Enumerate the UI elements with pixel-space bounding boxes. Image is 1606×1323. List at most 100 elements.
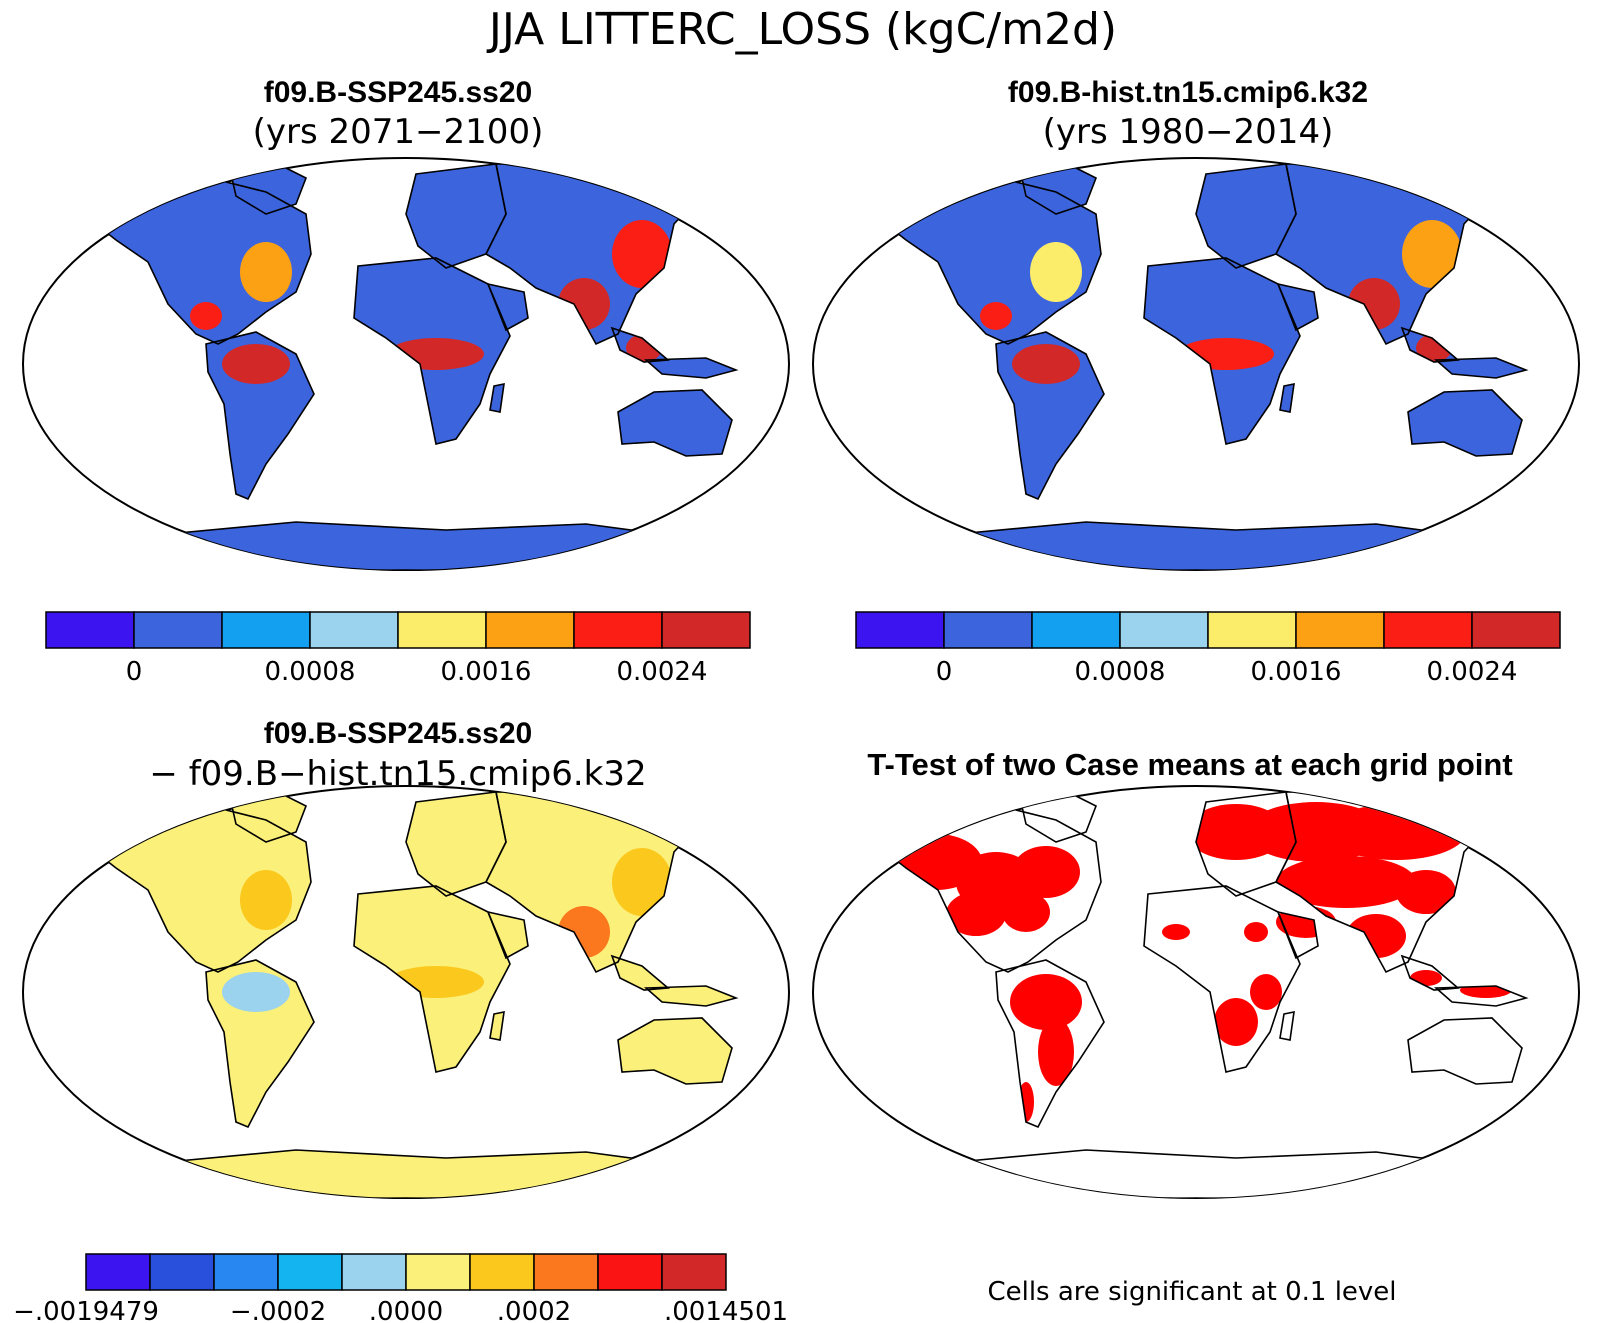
regional-values [916, 176, 1508, 564]
colorbar-swatch [1383, 611, 1473, 649]
colorbar-tick-label: −.0019479 [13, 1297, 159, 1323]
colorbar-swatch [341, 1253, 407, 1291]
colorbar-tick-label: 0 [126, 657, 143, 687]
colorbar-tick-label: .0002 [497, 1297, 571, 1323]
region-sahara [346, 904, 486, 948]
region-antarctica [126, 1164, 686, 1192]
significant-cell [1410, 970, 1442, 986]
colorbar-swatch [277, 1253, 343, 1291]
panel-tr-years: (yrs 1980−2014) [1043, 112, 1334, 152]
colorbar-swatch [1031, 611, 1121, 649]
panel-tl-years: (yrs 2071−2100) [253, 112, 544, 152]
colorbar-tick-label: 0.0024 [1427, 657, 1518, 687]
colorbar-swatch [1119, 611, 1209, 649]
region-antarctica [126, 536, 686, 564]
significant-cell [1346, 914, 1406, 958]
colorbar-swatch [1207, 611, 1297, 649]
colorbar-historical: 0 0.0008 0.0016 0.0024 [855, 611, 1561, 687]
region-central-mexico [980, 302, 1012, 330]
colorbar-swatch [661, 1253, 727, 1291]
colorbar-swatch [469, 1253, 535, 1291]
colorbar-swatch [573, 611, 663, 649]
region-eastern-north-america [1030, 242, 1082, 302]
region-south-asia [1348, 278, 1400, 330]
region-australia [634, 1030, 718, 1074]
region-east-asia [612, 220, 672, 288]
significant-cell [1012, 846, 1080, 898]
panel-bl-case: f09.B-SSP245.ss20 [264, 717, 533, 750]
region-east-asia [1402, 220, 1462, 288]
significant-cell [1244, 922, 1268, 942]
colorbar-swatch [45, 611, 135, 649]
colorbar-tick-label: 0 [936, 657, 953, 687]
region-antarctica [916, 536, 1476, 564]
map-panel-ttest [812, 785, 1580, 1199]
significant-cell [1250, 974, 1282, 1010]
colorbar-tick-label: 0.0008 [265, 657, 356, 687]
panel-br-title: T-Test of two Case means at each grid po… [867, 747, 1512, 782]
colorbar-tick-label: 0.0008 [1075, 657, 1166, 687]
colorbar-difference: −.0019479 −.0002 .0000 .0002 .0014501 [13, 1253, 788, 1323]
region-sahara [1136, 276, 1276, 320]
significant-cell [1002, 892, 1050, 932]
colorbar-swatch [85, 1253, 151, 1291]
region-amazon [1012, 344, 1080, 384]
region-eastern-north-america [240, 242, 292, 302]
colorbar-tick-label: −.0002 [230, 1297, 326, 1323]
panel-tr-case: f09.B-hist.tn15.cmip6.k32 [1008, 76, 1368, 109]
region-eastern-north-america [240, 870, 292, 930]
region-central-africa [388, 338, 484, 370]
colorbar-tick-label: .0014501 [664, 1297, 788, 1323]
region-amazon [222, 344, 290, 384]
regional-values [126, 176, 718, 564]
significant-cells [890, 802, 1512, 1122]
region-central-mexico [190, 302, 222, 330]
region-southeast-asia [626, 334, 662, 362]
region-southeast-asia [1416, 334, 1452, 362]
region-greenland [1034, 176, 1078, 200]
region-central-africa [1178, 338, 1274, 370]
colorbar-swatch [133, 611, 223, 649]
colorbar-swatch [855, 611, 945, 649]
significant-cell [946, 892, 1006, 936]
colorbar-future: 0 0.0008 0.0016 0.0024 [45, 611, 751, 687]
map-panel-historical [812, 157, 1580, 571]
significant-cell [1038, 1018, 1074, 1086]
significant-cell [1396, 870, 1456, 914]
colorbar-tick-label: 0.0016 [441, 657, 532, 687]
colorbar-swatch [221, 611, 311, 649]
figure-title: JJA LITTERC_LOSS (kgC/m2d) [486, 4, 1117, 55]
panel-tl-case: f09.B-SSP245.ss20 [264, 76, 533, 109]
colorbar-tick-label: 0.0024 [617, 657, 708, 687]
significant-cell [1214, 998, 1258, 1046]
map-panel-future [22, 157, 790, 571]
region-south-asia [558, 278, 610, 330]
colorbar-swatch [533, 1253, 599, 1291]
region-greenland [244, 176, 288, 200]
colorbar-swatch [397, 611, 487, 649]
region-sahara [346, 276, 486, 320]
region-east-asia [612, 848, 672, 916]
significant-cell [1162, 924, 1190, 940]
significant-cell [1276, 856, 1416, 908]
significant-cell [1326, 804, 1466, 860]
significant-cell [1276, 906, 1336, 938]
colorbar-tick-label: 0.0016 [1251, 657, 1342, 687]
region-australia [634, 402, 718, 446]
colorbar-swatch [1295, 611, 1385, 649]
colorbar-swatch [661, 611, 751, 649]
colorbar-swatch [943, 611, 1033, 649]
colorbar-swatch [485, 611, 575, 649]
region-south-asia [558, 906, 610, 958]
significant-cell [1010, 974, 1082, 1030]
colorbar-swatch [309, 611, 399, 649]
colorbar-tick-label: .0000 [369, 1297, 443, 1323]
colorbar-swatch [405, 1253, 471, 1291]
colorbar-swatch [1471, 611, 1561, 649]
region-central-africa [388, 966, 484, 998]
colorbar-swatch [149, 1253, 215, 1291]
colorbar-swatch [597, 1253, 663, 1291]
region-amazon [222, 972, 290, 1012]
region-australia [1424, 402, 1508, 446]
